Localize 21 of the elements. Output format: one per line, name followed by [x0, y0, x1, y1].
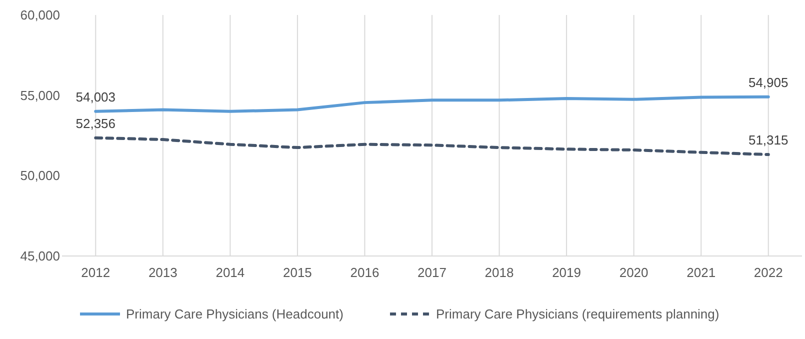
y-tick-label: 55,000: [20, 88, 60, 103]
x-tick-label: 2021: [686, 265, 716, 280]
x-tick-label: 2018: [484, 265, 514, 280]
data-label: 54,905: [748, 74, 788, 90]
x-tick-label: 2020: [619, 265, 648, 280]
x-tick-label: 2013: [148, 265, 178, 280]
data-label: 54,003: [76, 89, 116, 104]
x-tick-label: 2017: [418, 265, 446, 280]
x-tick-label: 2019: [552, 265, 582, 280]
x-tick-label: 2014: [216, 265, 245, 280]
y-tick-label: 60,000: [20, 8, 60, 23]
legend-label: Primary Care Physicians (requirements planning): [436, 306, 720, 322]
data-label: 52,356: [76, 116, 116, 131]
legend-label: Primary Care Physicians (Headcount): [126, 306, 344, 322]
x-tick-label: 2015: [282, 265, 312, 280]
x-tick-label: 2012: [81, 265, 110, 280]
data-label: 51,315: [748, 132, 788, 148]
y-tick-label: 50,000: [20, 168, 60, 184]
x-tick-label: 2016: [350, 265, 380, 280]
x-tick-label: 2022: [754, 265, 783, 280]
y-tick-label: 45,000: [20, 248, 60, 264]
